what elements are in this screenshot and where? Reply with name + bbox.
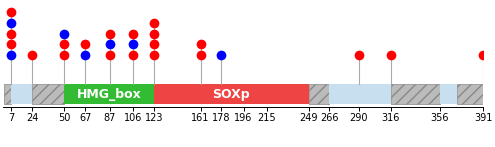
Bar xyxy=(64,84,154,104)
Bar xyxy=(32,84,64,104)
Bar xyxy=(11,84,32,104)
Bar xyxy=(4,84,11,104)
Bar xyxy=(330,84,391,104)
Bar xyxy=(457,84,483,104)
Bar xyxy=(308,84,330,104)
Bar xyxy=(391,84,440,104)
Text: HMG_box: HMG_box xyxy=(77,88,142,101)
Bar xyxy=(154,84,308,104)
Bar xyxy=(440,84,457,104)
Text: SOXp: SOXp xyxy=(212,88,250,101)
